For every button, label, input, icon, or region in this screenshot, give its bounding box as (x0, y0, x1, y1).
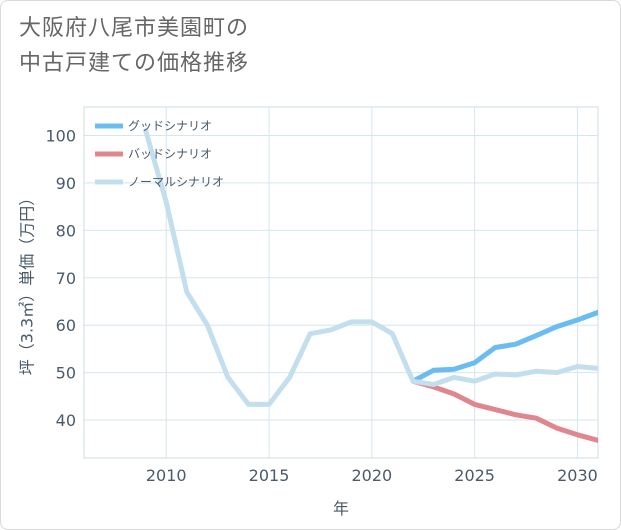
y-axis-title: 坪（3.3㎡）単価（万円） (18, 190, 37, 375)
y-tick-label: 90 (56, 174, 76, 193)
x-axis-ticks: 2010 2015 2020 2025 2030 (146, 466, 598, 485)
x-tick-label: 2015 (249, 466, 290, 485)
y-tick-label: 70 (56, 269, 76, 288)
y-tick-label: 40 (56, 411, 76, 430)
x-tick-label: 2030 (557, 466, 598, 485)
legend-label: バッドシナリオ (128, 147, 212, 161)
x-tick-label: 2020 (351, 466, 392, 485)
legend-label: グッドシナリオ (128, 119, 212, 133)
series-line-0 (410, 309, 598, 384)
y-tick-label: 100 (45, 126, 76, 145)
legend-label: ノーマルシナリオ (128, 175, 224, 189)
y-tick-label: 50 (56, 364, 76, 383)
x-axis-title: 年 (333, 499, 349, 518)
x-tick-label: 2025 (454, 466, 495, 485)
series-lines (143, 128, 598, 443)
series-line-1 (410, 378, 598, 443)
grid-lines (84, 107, 598, 458)
plot-area-frame (83, 106, 599, 459)
y-tick-label: 80 (56, 221, 76, 240)
series-line-2 (143, 128, 598, 407)
chart-title-line-1: 大阪府八尾市美園町の (19, 16, 250, 41)
chart-title: 大阪府八尾市美園町の 中古戸建ての価格推移 (19, 11, 249, 81)
y-axis-ticks: 40 50 60 70 80 90 100 (45, 126, 76, 430)
y-tick-label: 60 (56, 316, 76, 335)
x-tick-label: 2010 (146, 466, 187, 485)
chart-title-line-2: 中古戸建ての価格推移 (19, 51, 250, 76)
